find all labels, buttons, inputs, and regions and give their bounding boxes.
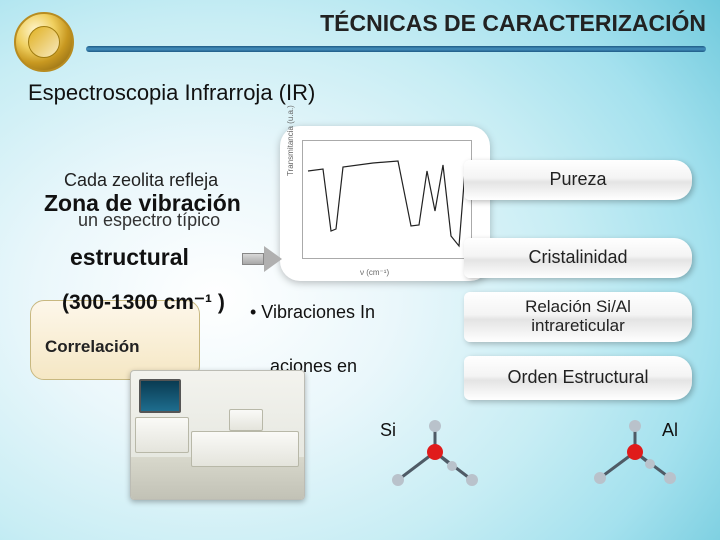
pill-orden: Orden Estructural	[464, 356, 692, 400]
pill-pureza: Pureza	[464, 160, 692, 200]
page-title: TÉCNICAS DE CARACTERIZACIÓN	[320, 10, 706, 37]
university-logo	[14, 12, 74, 72]
pill-label: Pureza	[549, 170, 606, 190]
spectrum-curve-icon	[303, 141, 473, 260]
pill-cristalinidad: Cristalinidad	[464, 238, 692, 278]
ir-spectrum-card: Transmitancia (u.a.) ν (cm⁻¹)	[280, 126, 490, 281]
tetrahedron-icon	[590, 420, 700, 500]
wavenumber-range: (300-1300 cm⁻¹ )	[62, 290, 225, 315]
pill-label: Orden Estructural	[507, 368, 648, 388]
header: TÉCNICAS DE CARACTERIZACIÓN	[0, 6, 720, 64]
title-rule	[86, 46, 706, 52]
correlation-label: Correlación	[45, 337, 139, 356]
arrow-right-icon	[242, 246, 282, 272]
pill-label: Cristalinidad	[528, 248, 627, 268]
spectrum-x-label: ν (cm⁻¹)	[360, 268, 389, 277]
al-tetrahedron: Al	[590, 420, 700, 500]
pill-label: Relación Si/Al intrareticular	[476, 298, 680, 335]
section-heading: Espectroscopia Infrarroja (IR)	[28, 80, 315, 106]
structural-word: estructural	[70, 244, 189, 271]
si-tetrahedron: Si	[380, 420, 490, 500]
spectrum-y-label: Transmitancia (u.a.)	[286, 105, 295, 176]
ftir-instrument-photo	[130, 370, 305, 500]
range-text: (300-1300 cm⁻¹ )	[62, 291, 225, 314]
zeolite-line-2: un espectro típico	[78, 210, 220, 231]
tetrahedron-icon	[380, 420, 490, 500]
spectrum-plot-area	[302, 140, 472, 259]
spectrum-polyline	[308, 161, 471, 246]
pill-si-al: Relación Si/Al intrareticular	[464, 292, 692, 342]
zeolite-line-1: Cada zeolita refleja	[64, 170, 218, 191]
vibrations-internal-fragment: • Vibraciones In	[250, 302, 375, 323]
